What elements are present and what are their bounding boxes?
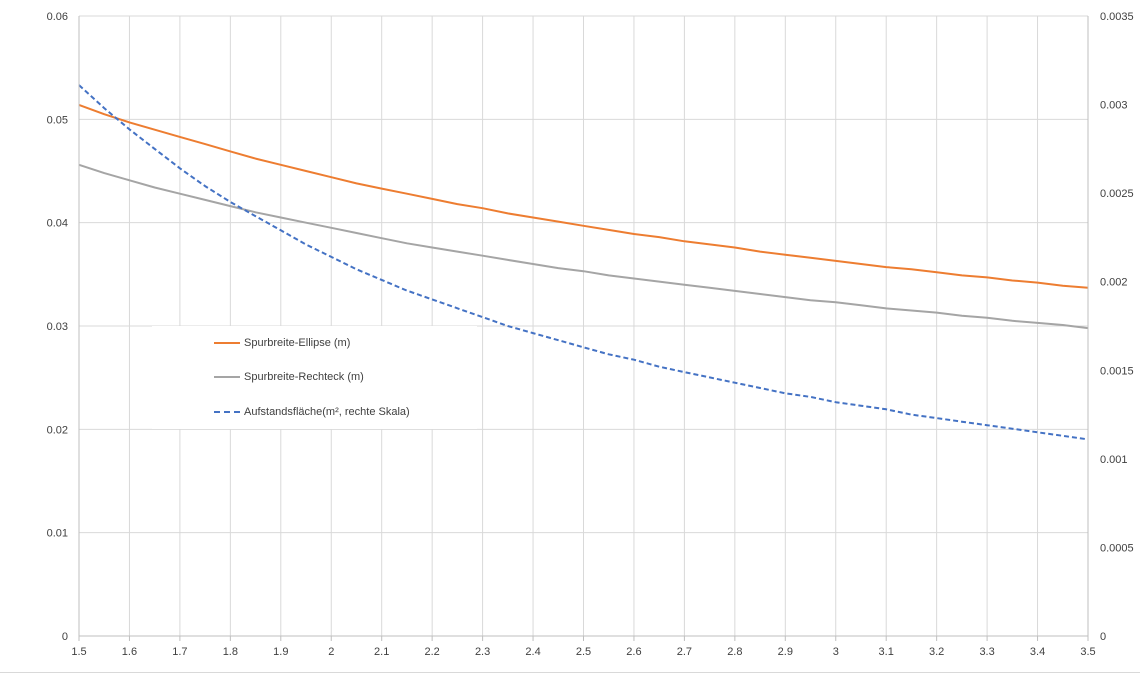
x-tick-label: 3: [833, 646, 839, 658]
y2-tick-label: 0.0035: [1100, 11, 1134, 23]
left-y-axis: 0 0.01 0.02 0.03 0.04 0.05 0.06: [47, 11, 80, 643]
legend-swatch-aufstandsflaeche: [214, 411, 240, 413]
y2-tick-label: 0.001: [1100, 454, 1128, 466]
y2-tick-label: 0.002: [1100, 277, 1128, 289]
x-tick-label: 2.5: [576, 646, 591, 658]
x-axis: 1.5 1.6 1.7 1.8 1.9 2 2.1 2.2 2.3 2.4 2.5 2.6 2.7 2.8…: [71, 635, 1096, 658]
series-line-1: [78, 163, 1089, 330]
series-line-0: [78, 103, 1089, 289]
legend-label-rechteck: Spurbreite-Rechteck (m): [244, 371, 364, 383]
x-tick-label: 3.5: [1080, 646, 1095, 658]
y-tick-label: 0: [62, 631, 68, 643]
y-tick-label: 0.04: [47, 218, 68, 230]
x-tick-label: 1.9: [273, 646, 288, 658]
x-tick-label: 1.7: [172, 646, 187, 658]
x-tick-label: 3.4: [1030, 646, 1045, 658]
y-tick-label: 0.01: [47, 528, 68, 540]
bottom-border: [0, 672, 1140, 673]
x-tick-label: 3.1: [879, 646, 894, 658]
right-y-axis: 0 0.0005 0.001 0.0015 0.002 0.0025 0.003 0.0035: [1087, 11, 1134, 643]
x-tick-label: 1.6: [122, 646, 137, 658]
y-tick-label: 0.05: [47, 114, 68, 126]
y-tick-label: 0.03: [47, 321, 68, 333]
y2-tick-label: 0.0005: [1100, 542, 1134, 554]
x-tick-label: 2.9: [778, 646, 793, 658]
x-tick-label: 3.3: [979, 646, 994, 658]
y2-tick-label: 0.003: [1100, 100, 1128, 112]
x-tick-label: 3.2: [929, 646, 944, 658]
legend-item-rechteck: Spurbreite-Rechteck (m): [214, 369, 364, 385]
y-tick-label: 0.06: [47, 11, 68, 23]
legend-swatch-ellipse: [214, 342, 240, 344]
series-line-2: [78, 84, 1089, 441]
legend-label-aufstandsflaeche: Aufstandsfläche(m², rechte Skala): [244, 406, 410, 418]
x-tick-label: 2.4: [525, 646, 540, 658]
y-tick-label: 0.02: [47, 424, 68, 436]
series-lines: [78, 84, 1089, 441]
legend-item-aufstandsflaeche: Aufstandsfläche(m², rechte Skala): [214, 404, 410, 420]
x-tick-label: 1.5: [71, 646, 86, 658]
legend-label-ellipse: Spurbreite-Ellipse (m): [244, 337, 351, 349]
x-tick-label: 2.7: [677, 646, 692, 658]
x-tick-label: 2.6: [626, 646, 641, 658]
x-tick-label: 2.1: [374, 646, 389, 658]
y2-tick-label: 0: [1100, 631, 1106, 643]
legend-item-ellipse: Spurbreite-Ellipse (m): [214, 335, 350, 351]
x-tick-label: 2.8: [727, 646, 742, 658]
x-tick-label: 1.8: [223, 646, 238, 658]
legend: Spurbreite-Ellipse (m) Spurbreite-Rechte…: [152, 326, 477, 429]
y2-tick-label: 0.0025: [1100, 188, 1134, 200]
legend-swatch-rechteck: [214, 376, 240, 378]
x-tick-label: 2: [328, 646, 334, 658]
x-tick-label: 2.3: [475, 646, 490, 658]
x-tick-label: 2.2: [425, 646, 440, 658]
y2-tick-label: 0.0015: [1100, 365, 1134, 377]
